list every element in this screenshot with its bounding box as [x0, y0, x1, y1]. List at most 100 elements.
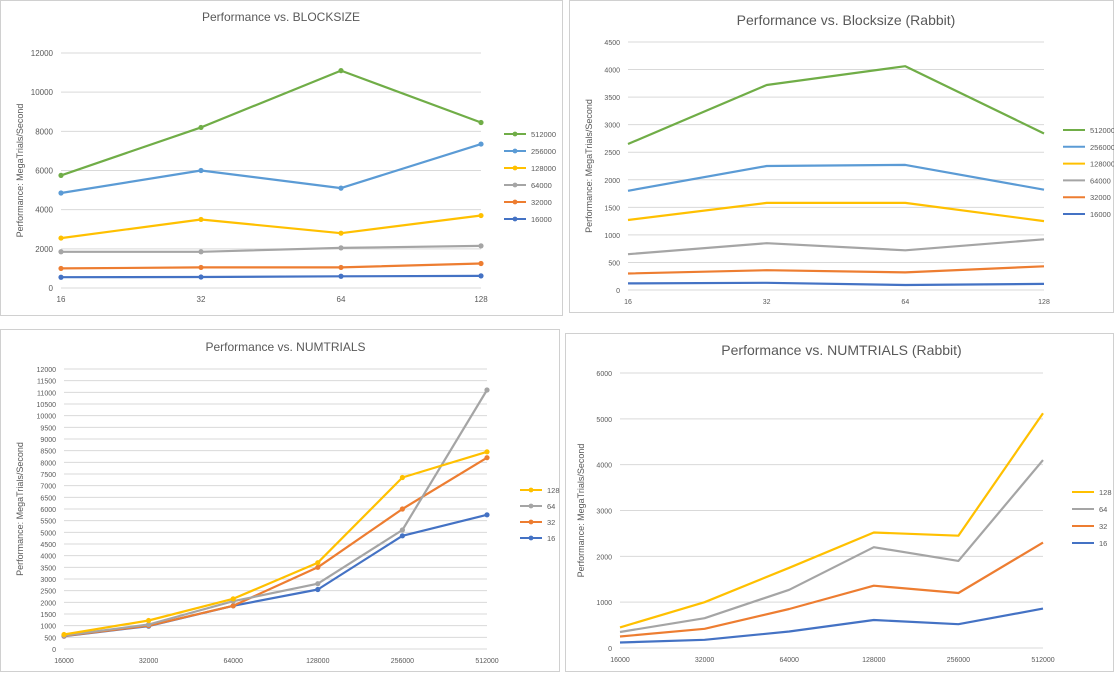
y-tick-label: 9000 [40, 437, 56, 444]
data-point[interactable] [399, 506, 405, 512]
data-point[interactable] [230, 596, 236, 602]
series-line-64[interactable] [619, 459, 1044, 634]
data-point[interactable] [484, 449, 490, 455]
series-line-16000[interactable] [60, 274, 482, 279]
x-tick-label: 128000 [306, 658, 329, 665]
series-line-64[interactable] [63, 389, 488, 637]
chart-numtrials[interactable]: Performance vs. NUMTRIALS Performance: Me… [0, 329, 560, 672]
series-line-16[interactable] [63, 513, 488, 638]
series-line-128[interactable] [619, 412, 1044, 629]
series-line-512000[interactable] [627, 65, 1045, 146]
series-line-32[interactable] [619, 541, 1044, 638]
chart-blocksize[interactable]: Performance vs. BLOCKSIZE Performance: Me… [0, 0, 563, 316]
y-tick-label: 3000 [604, 123, 620, 130]
y-tick-label: 0 [616, 288, 620, 295]
series-line-16[interactable] [619, 607, 1044, 644]
series-line-16000[interactable] [627, 281, 1045, 287]
data-point[interactable] [58, 274, 64, 280]
data-point[interactable] [61, 631, 67, 638]
data-point[interactable] [58, 249, 64, 255]
y-tick-label: 6000 [40, 507, 56, 514]
series-line-64000[interactable] [627, 238, 1045, 256]
y-axis-label: Performance: MegaTrials/Second [576, 444, 586, 578]
series-line-256000[interactable] [627, 163, 1045, 192]
x-tick-label: 64000 [223, 658, 243, 665]
data-point[interactable] [338, 264, 344, 271]
data-point[interactable] [478, 243, 484, 249]
y-tick-label: 10500 [37, 402, 57, 409]
x-tick-label: 16 [624, 299, 632, 306]
series-line-32000[interactable] [60, 262, 482, 270]
data-point[interactable] [399, 474, 405, 481]
y-tick-label: 9500 [40, 425, 56, 432]
y-tick-label: 7000 [40, 484, 56, 491]
data-point[interactable] [198, 274, 204, 280]
y-tick-label: 8000 [35, 127, 53, 136]
legend-marker [512, 131, 518, 137]
chart-title: Performance vs. NUMTRIALS [205, 340, 365, 354]
data-point[interactable] [315, 586, 321, 593]
series-line-32000[interactable] [627, 265, 1045, 275]
y-tick-label: 500 [608, 260, 620, 267]
data-point[interactable] [198, 249, 204, 255]
data-point[interactable] [484, 387, 490, 393]
y-tick-label: 1000 [604, 233, 620, 240]
x-tick-label: 512000 [475, 658, 498, 665]
y-tick-label: 4000 [35, 206, 53, 215]
y-tick-label: 8000 [40, 460, 56, 467]
series-line-32[interactable] [63, 456, 488, 637]
chart-blocksize-rabbit[interactable]: Performance vs. Blocksize (Rabbit) Perfor… [569, 0, 1114, 313]
data-point[interactable] [338, 273, 344, 279]
data-point[interactable] [399, 527, 405, 533]
data-point[interactable] [484, 455, 490, 461]
y-tick-label: 11500 [37, 379, 56, 386]
data-point[interactable] [198, 167, 204, 174]
data-point[interactable] [58, 190, 64, 196]
y-tick-label: 3500 [604, 95, 620, 102]
y-tick-label: 4500 [40, 542, 56, 549]
data-point[interactable] [338, 68, 344, 74]
data-point[interactable] [478, 141, 484, 147]
data-point[interactable] [478, 260, 484, 267]
data-point[interactable] [338, 245, 344, 251]
legend-label: 32 [547, 518, 555, 527]
series-line-64000[interactable] [61, 244, 482, 253]
y-axis-label: Performance: MegaTrials/Second [15, 442, 25, 576]
chart-svg: Performance vs. NUMTRIALS (Rabbit) Perfor… [576, 342, 1112, 664]
y-tick-label: 2000 [40, 600, 56, 607]
data-point[interactable] [198, 264, 204, 271]
data-point[interactable] [478, 273, 484, 279]
legend-label: 16 [1099, 539, 1107, 548]
y-tick-label: 1000 [596, 600, 612, 607]
legend-marker [528, 503, 534, 509]
series-line-128000[interactable] [60, 214, 482, 240]
data-point[interactable] [58, 172, 64, 178]
legend-label: 128 [1099, 488, 1112, 497]
data-point[interactable] [58, 235, 64, 241]
data-point[interactable] [146, 617, 152, 624]
data-point[interactable] [146, 621, 152, 628]
legend-marker [512, 216, 518, 222]
series-line-128000[interactable] [627, 201, 1045, 223]
chart-title: Performance vs. Blocksize (Rabbit) [737, 12, 956, 28]
series-line-128[interactable] [63, 450, 488, 636]
data-point[interactable] [315, 581, 321, 587]
y-tick-label: 6500 [40, 495, 56, 502]
data-point[interactable] [338, 230, 344, 236]
data-point[interactable] [230, 603, 236, 609]
data-point[interactable] [399, 533, 405, 539]
data-point[interactable] [478, 119, 484, 126]
data-point[interactable] [315, 564, 321, 570]
data-point[interactable] [338, 185, 344, 191]
series-line-256000[interactable] [60, 143, 482, 195]
data-point[interactable] [484, 512, 490, 518]
data-point[interactable] [58, 265, 64, 272]
data-point[interactable] [198, 216, 204, 223]
data-point[interactable] [315, 560, 321, 566]
y-tick-label: 6000 [596, 371, 612, 378]
legend-label: 16 [547, 534, 555, 543]
series-line-512000[interactable] [60, 69, 482, 177]
data-point[interactable] [478, 212, 484, 219]
data-point[interactable] [198, 124, 204, 131]
chart-numtrials-rabbit[interactable]: Performance vs. NUMTRIALS (Rabbit) Perfor… [565, 333, 1114, 672]
